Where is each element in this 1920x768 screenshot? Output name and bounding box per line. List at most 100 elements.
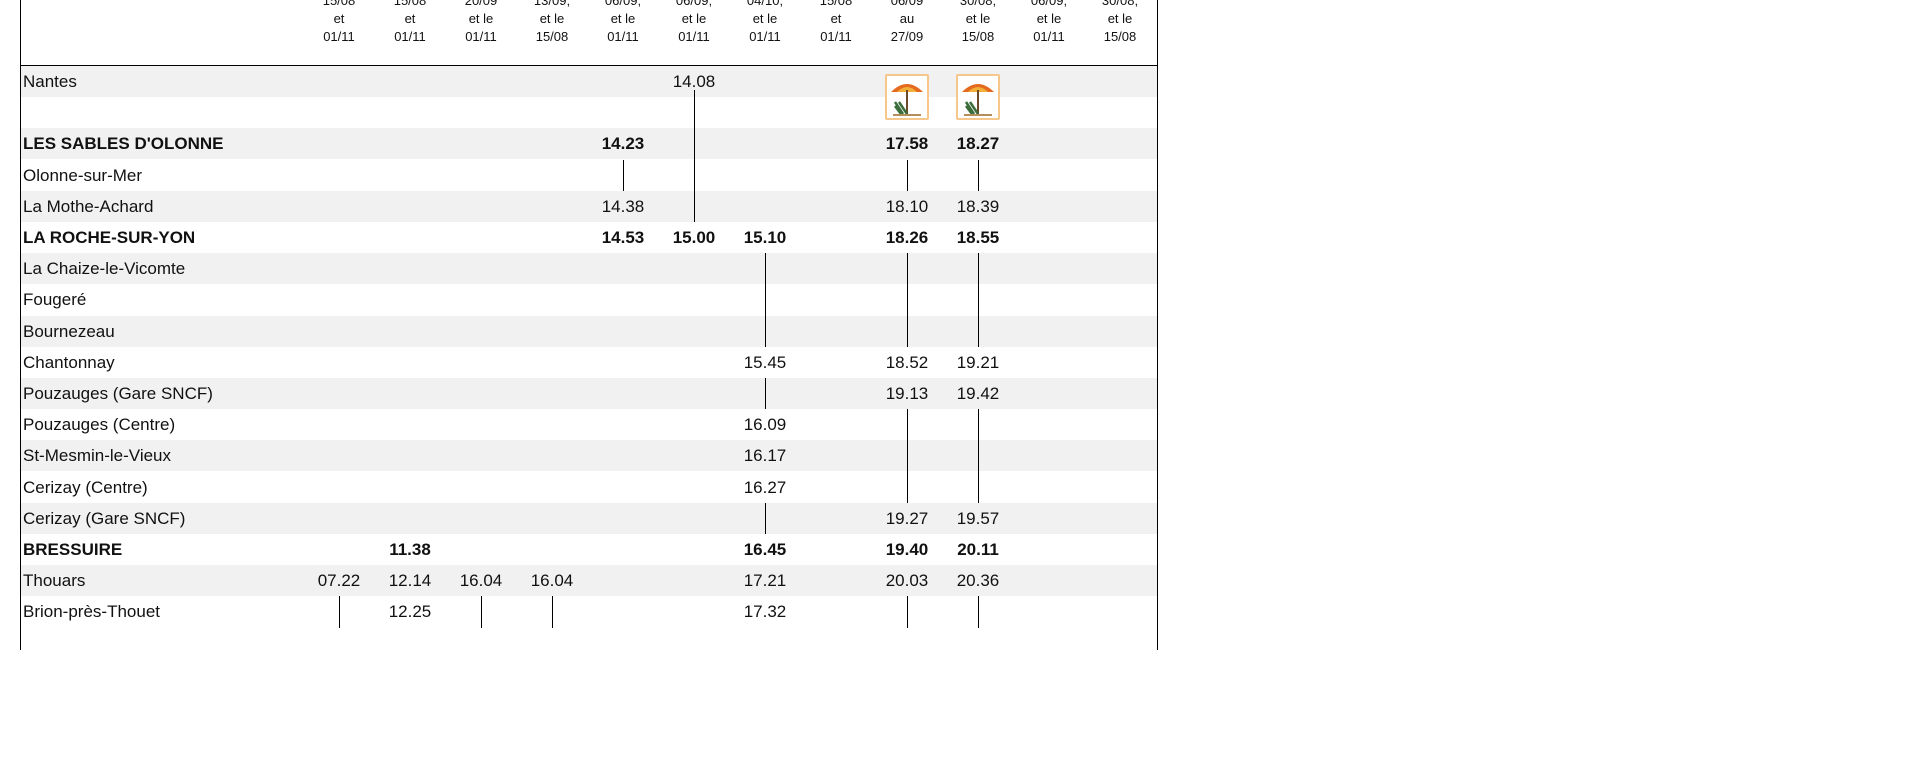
- timetable-row: St-Mesmin-le-Vieux 16.17: [21, 440, 1157, 472]
- station-name: La Mothe-Achard: [23, 196, 154, 216]
- station-name: LES SABLES D'OLONNE: [23, 134, 224, 154]
- pass-through-line: [765, 502, 766, 534]
- departure-time: 19.57: [956, 508, 1000, 528]
- station-name: Nantes: [23, 72, 77, 91]
- station-name: Bournezeau: [23, 321, 115, 341]
- pass-through-line: [907, 253, 908, 347]
- column-header-line: et: [830, 11, 842, 26]
- departure-time: 15.00: [672, 228, 716, 247]
- timetable-row: Chantonnay 15.45 18.52 19.21: [21, 347, 1157, 378]
- pass-through-line: [978, 409, 979, 503]
- timetable-row: Pouzauges (Centre) 16.09: [21, 409, 1157, 440]
- timetable-row: Thouars 07.22 12.14 16.04 16.04 17.21 20.03 20.…: [21, 565, 1157, 597]
- departure-time: 12.14: [388, 571, 432, 591]
- timetable-row: Pouzauges (Gare SNCF) 19.13 19.42: [21, 378, 1157, 409]
- departure-time: 14.23: [601, 134, 645, 154]
- column-header-line: 01/11: [678, 29, 710, 44]
- station-name: St-Mesmin-le-Vieux: [23, 446, 172, 466]
- column-header-line: 01/11: [607, 29, 639, 44]
- station-name: Cerizay (Gare SNCF): [23, 508, 186, 528]
- column-header-line: 15/08: [819, 0, 853, 8]
- column-header-line: et le: [752, 11, 778, 26]
- column-header-line: et le: [1036, 11, 1062, 26]
- column-header-line: 01/11: [323, 29, 355, 44]
- column-header-line: et le: [610, 11, 636, 26]
- column-header-line: et: [333, 11, 345, 26]
- column-header-line: 06/09;: [675, 0, 713, 8]
- departure-time: 14.38: [601, 196, 645, 216]
- pass-through-line: [765, 253, 766, 347]
- station-name: Olonne-sur-Mer: [23, 165, 143, 185]
- timetable-row: Cerizay (Gare SNCF) 19.27 19.57: [21, 502, 1157, 534]
- column-header-line: 06/09;: [604, 0, 642, 8]
- departure-time: 12.25: [388, 602, 432, 622]
- departure-time: 16.27: [743, 477, 787, 497]
- departure-time: 11.38: [389, 540, 431, 559]
- departure-time: 18.26: [885, 228, 929, 247]
- pass-through-line: [694, 90, 695, 222]
- station-name: LA ROCHE-SUR-YON: [23, 228, 196, 247]
- departure-time: 19.40: [885, 540, 929, 559]
- station-name: Fougeré: [23, 290, 87, 310]
- pass-through-line: [907, 159, 908, 191]
- station-name: BRESSUIRE: [23, 540, 123, 559]
- departure-time: 19.21: [956, 352, 1000, 372]
- column-header-line: 01/11: [1033, 29, 1065, 44]
- departure-time: 20.11: [957, 540, 999, 559]
- column-header-line: 13/09;: [533, 0, 571, 8]
- pass-through-line: [623, 159, 624, 191]
- column-header-line: 30/08;: [959, 0, 997, 8]
- pass-through-line: [978, 159, 979, 191]
- departure-time: 14.53: [601, 228, 645, 247]
- column-header-line: 15/08: [1103, 29, 1137, 44]
- departure-time: 15.45: [743, 352, 787, 372]
- column-header-line: et le: [468, 11, 494, 26]
- departure-time: 16.04: [530, 571, 574, 591]
- column-header-line: 15/08: [322, 0, 356, 8]
- column-header-line: 04/10;: [746, 0, 784, 8]
- departure-time: 16.45: [743, 540, 787, 559]
- timetable-row: Fougeré: [21, 284, 1157, 315]
- timetable-row: Cerizay (Centre) 16.27: [21, 472, 1157, 503]
- timetable-header: 15/08 et 01/11 15/08 et 01/11 20/09 et le 01/11 1…: [21, 0, 1157, 66]
- departure-time: 16.04: [459, 571, 503, 591]
- station-name: Pouzauges (Centre): [23, 415, 176, 435]
- pass-through-line: [978, 253, 979, 347]
- station-name: Thouars: [23, 571, 86, 591]
- departure-time: 19.27: [885, 508, 929, 528]
- column-header-line: et: [404, 11, 416, 26]
- column-header-line: 01/11: [820, 29, 852, 44]
- pass-through-line: [907, 409, 908, 503]
- departure-time: 19.42: [956, 384, 1000, 403]
- station-name: La Chaize-le-Vicomte: [23, 259, 186, 279]
- column-header-line: 01/11: [394, 29, 426, 44]
- timetable-row: Brion-près-Thouet 12.25 17.32: [21, 596, 1157, 627]
- departure-time: 19.13: [885, 384, 929, 403]
- timetable-row: LES SABLES D'OLONNE 14.23 17.58 18.27: [21, 128, 1157, 160]
- pass-through-line: [481, 596, 482, 628]
- column-header-line: et le: [539, 11, 565, 26]
- timetable-row: La Mothe-Achard 14.38 18.10 18.39: [21, 190, 1157, 222]
- station-name: Chantonnay: [23, 352, 115, 372]
- station-name: Brion-près-Thouet: [23, 602, 161, 622]
- departure-time: 18.52: [885, 352, 929, 372]
- pass-through-line: [978, 596, 979, 628]
- beach-umbrella-deckchair-icon: [956, 74, 1000, 120]
- timetable-row: Olonne-sur-Mer: [21, 160, 1157, 191]
- timetable-row: LA ROCHE-SUR-YON 14.53 15.00 15.10 18.26 18.5…: [21, 222, 1157, 253]
- timetable-row: BRESSUIRE 11.38 16.45 19.40 20.11: [21, 534, 1157, 565]
- pass-through-line: [765, 378, 766, 410]
- column-header-line: et le: [681, 11, 707, 26]
- timetable-row: La Chaize-le-Vicomte: [21, 253, 1157, 285]
- pass-through-line: [907, 596, 908, 628]
- departure-time: 18.27: [956, 134, 1000, 154]
- column-header-line: et le: [1107, 11, 1133, 26]
- station-name: Pouzauges (Gare SNCF): [23, 384, 213, 403]
- column-header-line: 06/09: [890, 0, 924, 8]
- departure-time: 16.09: [743, 415, 787, 435]
- column-header-line: au: [899, 11, 915, 26]
- station-name: Cerizay (Centre): [23, 477, 148, 497]
- column-header-line: et le: [965, 11, 991, 26]
- departure-time: 20.03: [885, 571, 929, 591]
- departure-time: 17.58: [885, 134, 929, 154]
